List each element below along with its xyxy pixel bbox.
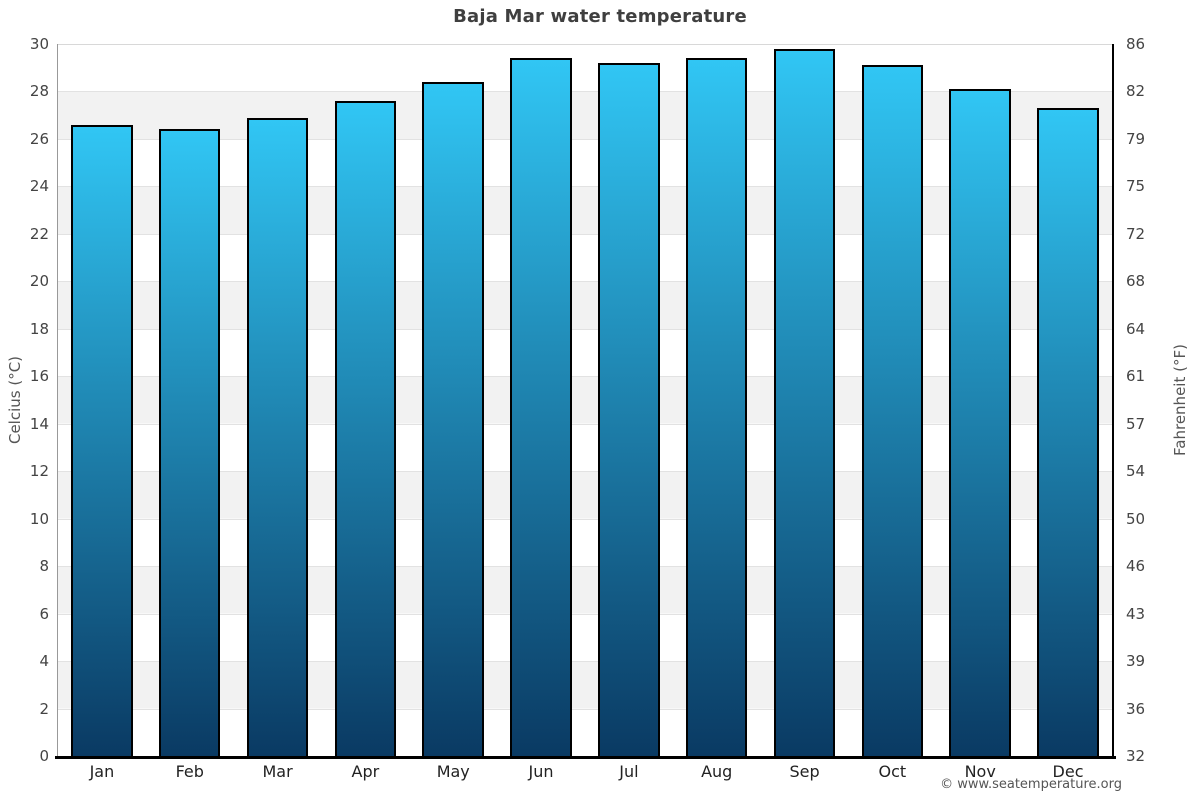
x-axis-month-labels: Jan Feb Mar Apr May Jun Jul Aug Sep Oct Nov Dec xyxy=(58,762,1112,781)
y-axis-right-line xyxy=(1112,44,1114,756)
gridline-6c xyxy=(57,613,1113,615)
x-axis-line xyxy=(55,756,1116,759)
y-tick-right-50: 50 xyxy=(1126,509,1146,528)
y-tick-right-57: 57 xyxy=(1126,414,1146,433)
gridline-28c xyxy=(57,91,1113,93)
bar-dec xyxy=(1037,108,1099,756)
y-tick-right-54: 54 xyxy=(1126,462,1146,481)
y-tick-left-2: 2 xyxy=(39,699,49,718)
x-tick-dec: Dec xyxy=(1052,762,1084,781)
y-tick-right-61: 61 xyxy=(1126,367,1146,386)
x-tick-mar: Mar xyxy=(262,762,293,781)
bar-slot-nov xyxy=(936,44,1024,756)
bar-slot-jan xyxy=(58,44,146,756)
gridline-12c xyxy=(57,471,1113,473)
gridline-16c xyxy=(57,376,1113,378)
gridline-18c xyxy=(57,328,1113,330)
bar-aug xyxy=(685,58,748,756)
bar-slot-dec xyxy=(1024,44,1112,756)
y-tick-right-39: 39 xyxy=(1126,652,1146,671)
x-tick-may: May xyxy=(436,762,470,781)
y-tick-left-8: 8 xyxy=(39,557,49,576)
gridline-24c xyxy=(57,186,1113,188)
x-tick-aug: Aug xyxy=(701,762,733,781)
y-tick-left-16: 16 xyxy=(29,367,49,386)
bar-slot-sep xyxy=(761,44,849,756)
chart-title: Baja Mar water temperature xyxy=(453,6,747,27)
y-tick-right-43: 43 xyxy=(1126,604,1146,623)
copyright-credit: © www.seatemperature.org xyxy=(940,777,1122,792)
bar-sep xyxy=(773,48,836,756)
gridline-26c xyxy=(57,138,1113,140)
y-tick-right-64: 64 xyxy=(1126,319,1146,338)
gridline-10c xyxy=(57,518,1113,520)
y-axis-label-celsius: Celcius (°C) xyxy=(6,355,24,445)
bar-mar xyxy=(246,117,309,756)
x-tick-oct: Oct xyxy=(878,762,907,781)
y-axis-label-fahrenheit: Fahrenheit (°F) xyxy=(1171,344,1189,456)
bar-slot-jun xyxy=(497,44,585,756)
bar-slot-may xyxy=(409,44,497,756)
y-tick-left-4: 4 xyxy=(39,652,49,671)
bar-slot-apr xyxy=(321,44,409,756)
bar-jun xyxy=(510,58,572,756)
y-tick-left-30: 30 xyxy=(29,35,49,53)
gridline-4c xyxy=(57,661,1113,663)
y-tick-right-32: 32 xyxy=(1126,747,1146,765)
y-tick-right-46: 46 xyxy=(1126,557,1146,576)
x-tick-jul: Jul xyxy=(619,762,639,781)
bar-jul xyxy=(598,63,660,756)
y-tick-left-10: 10 xyxy=(29,509,49,528)
gridline-20c xyxy=(57,281,1113,283)
y-tick-left-18: 18 xyxy=(29,319,49,338)
y-tick-left-14: 14 xyxy=(29,414,49,433)
bar-feb xyxy=(159,129,221,756)
bar-apr xyxy=(334,100,397,756)
y-tick-left-20: 20 xyxy=(29,272,49,291)
bar-oct xyxy=(861,65,924,756)
bar-may xyxy=(422,81,484,756)
bar-slot-jul xyxy=(585,44,673,756)
y-tick-left-6: 6 xyxy=(39,604,49,623)
gridline-22c xyxy=(57,233,1113,235)
x-tick-sep: Sep xyxy=(789,762,820,781)
plot-background-bands xyxy=(57,44,1113,756)
bar-slot-aug xyxy=(673,44,761,756)
plot-top-border xyxy=(57,44,1114,45)
gridline-8c xyxy=(57,566,1113,568)
y-tick-right-86: 86 xyxy=(1126,35,1146,53)
bar-nov xyxy=(949,89,1011,756)
y-axis-left-line xyxy=(57,44,58,756)
x-tick-feb: Feb xyxy=(175,762,204,781)
x-tick-apr: Apr xyxy=(351,762,380,781)
y-tick-left-22: 22 xyxy=(29,224,49,243)
bar-slot-mar xyxy=(234,44,322,756)
y-tick-left-28: 28 xyxy=(29,82,49,101)
y-tick-left-12: 12 xyxy=(29,462,49,481)
y-tick-right-36: 36 xyxy=(1126,699,1146,718)
y-tick-right-72: 72 xyxy=(1126,224,1146,243)
bar-jan xyxy=(71,124,133,756)
x-tick-nov: Nov xyxy=(964,762,996,781)
bar-slot-feb xyxy=(146,44,234,756)
y-tick-left-26: 26 xyxy=(29,129,49,148)
gridline-2c xyxy=(57,708,1113,710)
bar-series xyxy=(58,44,1112,756)
y-tick-right-82: 82 xyxy=(1126,82,1146,101)
gridline-14c xyxy=(57,423,1113,425)
y-tick-left-0: 0 xyxy=(39,747,49,765)
y-tick-right-79: 79 xyxy=(1126,129,1146,148)
y-tick-right-75: 75 xyxy=(1126,177,1146,196)
bar-slot-oct xyxy=(848,44,936,756)
x-tick-jan: Jan xyxy=(89,762,115,781)
y-tick-right-68: 68 xyxy=(1126,272,1146,291)
x-tick-jun: Jun xyxy=(528,762,554,781)
y-tick-left-24: 24 xyxy=(29,177,49,196)
